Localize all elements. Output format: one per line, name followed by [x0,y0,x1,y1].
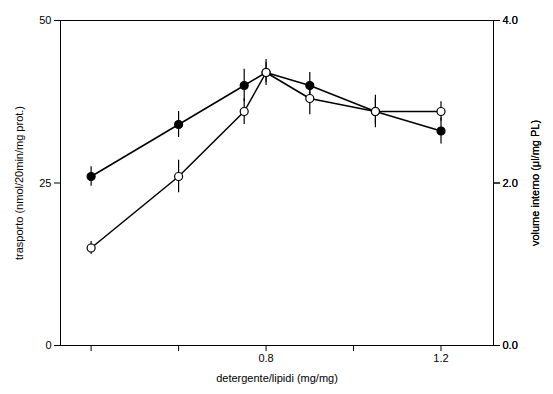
svg-text:volume interno (μl/mg PL): volume interno (μl/mg PL) [529,120,541,246]
svg-text:4.0: 4.0 [503,14,518,26]
svg-text:2.0: 2.0 [503,177,518,189]
svg-text:volume interno (μl/mg PL): volume interno (μl/mg PL) [529,120,541,246]
svg-text:0.8: 0.8 [258,352,273,364]
svg-text:50: 50 [39,14,51,26]
svg-text:0: 0 [45,339,51,351]
svg-text:trasporto (nmol/20min/mg prot.: trasporto (nmol/20min/mg prot.) [13,106,25,260]
svg-text:25: 25 [39,177,51,189]
svg-text:1.2: 1.2 [433,352,448,364]
svg-text:0.0: 0.0 [503,339,518,351]
svg-text:4.0: 4.0 [503,14,518,26]
svg-text:detergente/lipidi (mg/mg): detergente/lipidi (mg/mg) [216,372,338,384]
svg-text:2.0: 2.0 [503,177,518,189]
svg-text:0.0: 0.0 [503,339,518,351]
